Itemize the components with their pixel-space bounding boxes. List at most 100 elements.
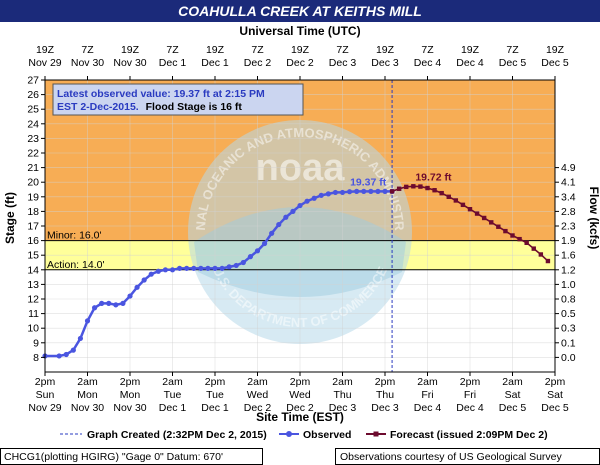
observed-point [354, 188, 360, 194]
axes: 8 9 10 11 12 13 14 15 16 17 18 19 20 21 22 23 24 25 26 27 0.… [27, 44, 575, 414]
bottom-tick-time: 2am [332, 376, 353, 388]
bottom-tick-day: Sat [547, 389, 563, 401]
y2-tick-label: 4.9 [561, 162, 576, 174]
observed-point [84, 318, 91, 324]
bottom-tick-time: 2pm [120, 376, 141, 388]
y-tick-label: 16 [27, 235, 39, 247]
top-tick-time: 19Z [206, 44, 225, 56]
top-axis-title: Universal Time (UTC) [239, 24, 360, 38]
observed-point [304, 198, 310, 204]
y2-tick-label: 4.1 [561, 177, 576, 189]
observed-point [91, 305, 98, 311]
latest-observation-box: Latest observed value: 19.37 ft at 2:15 … [52, 83, 304, 116]
top-tick-time: 19Z [461, 44, 480, 56]
forecast-peak-label: 19.72 ft [415, 171, 452, 183]
y-tick-label: 23 [27, 133, 39, 145]
observed-value-label: 19.37 ft [350, 176, 387, 188]
forecast-point [411, 184, 416, 189]
observed-point [311, 195, 317, 201]
forecast-point [538, 252, 544, 257]
y2-tick-label: 1.9 [561, 235, 576, 247]
observed-point [346, 189, 353, 195]
top-tick-time: 19Z [36, 44, 55, 56]
bottom-tick-day: Fri [421, 389, 433, 401]
y-tick-label: 8 [33, 352, 39, 364]
y2-tick-label: 1.0 [561, 279, 576, 291]
observed-point [212, 265, 218, 271]
y-tick-label: 10 [27, 323, 39, 335]
bottom-tick-date: Dec 5 [541, 402, 569, 414]
observed-point [113, 302, 119, 308]
series: 19.37 ft 19.72 ft [42, 171, 551, 359]
forecast-point [404, 184, 409, 190]
top-tick-date: Dec 1 [201, 57, 229, 69]
observed-point [269, 230, 275, 236]
footer-right: Observations courtesy of US Geological S… [340, 451, 563, 463]
bottom-tick-time: 2pm [545, 376, 566, 388]
bottom-tick-day: Mon [77, 389, 98, 401]
info-line-2: EST 2-Dec-2015. Flood Stage is 16 ft [57, 101, 242, 113]
observed-point [176, 265, 183, 271]
legend: Graph Created (2:32PM Dec 2, 2015) Obser… [60, 429, 548, 441]
bottom-tick-time: 2pm [35, 376, 56, 388]
bottom-tick-time: 2am [162, 376, 183, 388]
bottom-tick-date: Nov 30 [113, 402, 146, 414]
observed-point [162, 267, 169, 273]
top-tick-date: Dec 2 [244, 57, 272, 69]
forecast-point [517, 236, 522, 242]
y-tick-label: 21 [27, 162, 39, 174]
forecast-point [467, 207, 473, 212]
forecast-point [524, 240, 529, 245]
bottom-tick-date: Dec 1 [159, 402, 187, 414]
forecast-point [389, 189, 395, 194]
forecast-point [531, 246, 536, 251]
bottom-tick-date: Dec 5 [499, 402, 527, 414]
bottom-tick-date: Dec 2 [244, 402, 272, 414]
observed-point [233, 262, 239, 269]
info-line-2-date: EST 2-Dec-2015. [57, 101, 139, 113]
top-tick-time: 7Z [336, 44, 349, 56]
bottom-tick-time: 2am [417, 376, 438, 388]
observed-point [120, 300, 126, 306]
forecast-point [510, 233, 515, 238]
bottom-tick-day: Thu [333, 389, 351, 401]
observed-point [382, 188, 388, 194]
observed-point [290, 208, 296, 214]
legend-observed-marker [286, 431, 292, 437]
y2-tick-label: 0.0 [561, 352, 576, 364]
top-tick-date: Nov 30 [71, 57, 104, 69]
y2-tick-label: 0.3 [561, 323, 576, 335]
top-tick-date: Dec 3 [329, 57, 357, 69]
y-tick-label: 15 [27, 250, 39, 262]
top-tick-date: Dec 4 [414, 57, 442, 69]
observed-point [148, 271, 154, 277]
y2-tick-label: 1.2 [561, 264, 576, 276]
bottom-tick-day: Wed [289, 389, 311, 401]
top-tick-date: Dec 4 [456, 57, 484, 69]
y-tick-label: 24 [27, 118, 39, 130]
top-tick-time: 7Z [421, 44, 434, 56]
forecast-point [439, 190, 444, 196]
forecast-point [425, 185, 430, 191]
forecast-point [446, 194, 451, 199]
observed-point [240, 259, 246, 266]
observed-point [155, 268, 161, 274]
observed-point [134, 284, 140, 290]
observed-point [70, 347, 76, 353]
observed-point [169, 267, 176, 273]
y2-axis-title: Flow (kcfs) [587, 187, 600, 250]
top-tick-time: 7Z [251, 44, 264, 56]
y-tick-label: 27 [27, 75, 39, 87]
observed-point [127, 293, 133, 299]
action-threshold-label: Action: 14.0' [47, 259, 104, 271]
forecast-point [453, 198, 459, 203]
bottom-tick-day: Mon [120, 389, 141, 401]
y2-tick-label: 2.8 [561, 206, 576, 218]
bottom-tick-day: Fri [464, 389, 476, 401]
y-tick-label: 12 [27, 294, 39, 306]
y2-tick-label: 3.4 [561, 191, 576, 203]
info-box-frame [52, 83, 304, 116]
top-tick-date: Dec 1 [159, 57, 187, 69]
